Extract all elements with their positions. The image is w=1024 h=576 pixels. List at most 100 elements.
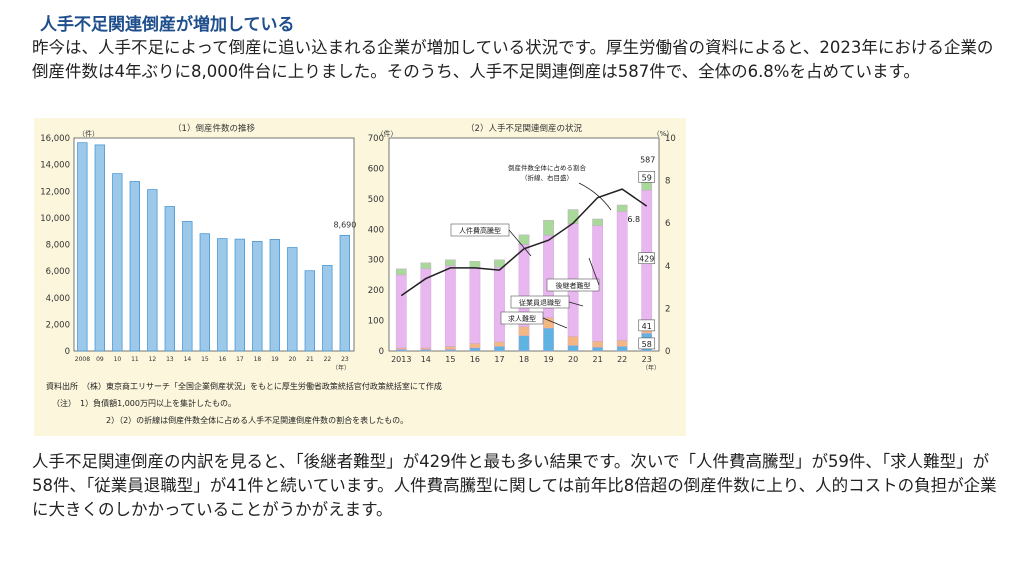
chart2-y2tick-label: 0 xyxy=(665,347,670,357)
chart2-bar-kyujin-22 xyxy=(616,346,628,352)
chart2-label-jugyoin: 41 xyxy=(642,322,652,331)
chart2-bar-kyujin-15 xyxy=(445,349,456,352)
chart2-callout-jinkenhi-arrow xyxy=(508,229,532,257)
chart2-bar-kyujin-21 xyxy=(592,347,603,352)
chart1-bar-14 xyxy=(182,221,193,352)
chart2-bar-kyujin-18 xyxy=(518,335,530,352)
chart2-bar-kyujin-20 xyxy=(567,345,579,352)
chart1-xtick-label: 22 xyxy=(324,356,332,363)
chart2-bar-kyujin-2013 xyxy=(395,349,407,352)
chart1-xtick-label: 2008 xyxy=(75,356,90,363)
chart1-bar-11 xyxy=(129,181,140,352)
chart2-label-jugyoin-box xyxy=(638,319,656,332)
chart2-xtick-label: 15 xyxy=(445,355,455,364)
chart1-bar-18 xyxy=(252,241,263,352)
chart1-xtick-label: 16 xyxy=(219,356,227,363)
chart2-xtick-label: 17 xyxy=(494,355,504,364)
chart2-bar-kyujin-16 xyxy=(469,347,481,352)
chart1-xtick-label: 19 xyxy=(271,356,279,363)
chart1-xtick-label: 17 xyxy=(236,356,244,363)
chart2-bar-kyujin-19 xyxy=(543,327,554,352)
chart2-bar-kokeisha-17 xyxy=(494,267,505,343)
chart2-y2tick-label: 6 xyxy=(665,219,670,229)
chart1-ytick-label: 4,000 xyxy=(46,294,70,304)
figure-panel: （1）倒産件数の推移 （件） 0 2,000 4,000 6,000 8,000 10,000… xyxy=(34,118,686,436)
chart2-bar-jugyoin-16 xyxy=(469,343,481,349)
chart2-label-jinkenhi-box xyxy=(638,171,656,183)
chart2-xtick-label: 19 xyxy=(543,355,553,364)
chart1-bar-17 xyxy=(234,238,245,352)
chart2-line-note-arrow xyxy=(578,182,612,211)
chart2-ytick-label: 700 xyxy=(368,134,384,144)
chart2-bar-jugyoin-22 xyxy=(616,340,628,347)
charts-svg: （1）倒産件数の推移 （件） 0 2,000 4,000 6,000 8,000 10,000… xyxy=(40,123,676,425)
chart2-xtick-label: 22 xyxy=(617,355,627,364)
chart1-bar-16 xyxy=(217,238,228,352)
chart2-xtick-label: 21 xyxy=(593,355,603,364)
chart1-unit: （件） xyxy=(78,129,99,138)
chart2-bar-jugyoin-15 xyxy=(445,346,456,350)
chart2-bar-kyujin-17 xyxy=(494,346,505,352)
chart1-ytick-label: 0 xyxy=(65,347,70,357)
chart2-bar-kokeisha-2013 xyxy=(395,274,407,349)
chart1-bar-19 xyxy=(269,239,280,352)
chart1-xtick-label: 18 xyxy=(254,356,262,363)
chart1-bar-10 xyxy=(112,173,123,352)
chart2-ytick-label: 0 xyxy=(379,347,384,357)
chart1-bar-15 xyxy=(199,233,210,352)
chart1-bar-20 xyxy=(287,247,298,352)
chart2-bar-jinkenhi-14 xyxy=(420,262,432,270)
chart2-y2tick-label: 8 xyxy=(665,177,670,187)
chart2-label-kokeisha-box xyxy=(638,252,656,265)
chart1-xtick-label: 14 xyxy=(184,356,192,363)
chart2-xtick-label: 20 xyxy=(568,355,578,364)
chart2-y2tick-label: 2 xyxy=(665,304,670,314)
chart1-bar-22 xyxy=(322,265,333,352)
chart2-xtick-label: 23 xyxy=(642,355,652,364)
chart2-bar-jugyoin-21 xyxy=(592,341,603,348)
chart1-bar-2008 xyxy=(77,142,88,352)
chart2-callout-jugyoin-arrow xyxy=(568,301,584,307)
chart2-xtick-label: 18 xyxy=(519,355,529,364)
chart2-xtick-label: 16 xyxy=(470,355,480,364)
chart2-ytick-label: 100 xyxy=(368,317,384,327)
chart2-bar-kokeisha-15 xyxy=(445,265,456,347)
chart1-bar-21 xyxy=(304,270,315,352)
summary-paragraph: 人手不足関連倒産の内訳を見ると、「後継者難型」が429件と最も多い結果です。次い… xyxy=(32,452,997,519)
chart1-xtick-label: 10 xyxy=(114,356,122,363)
chart2-ytick-label: 600 xyxy=(368,164,384,174)
chart1-annotation: 8,690 xyxy=(333,220,356,229)
chart2-unit-right: （%） xyxy=(653,130,674,138)
chart2-bar-kyujin-14 xyxy=(420,349,432,352)
chart1-xtick-label: 20 xyxy=(289,356,297,363)
chart1-ytick-label: 10,000 xyxy=(40,214,70,224)
chart1-bar-13 xyxy=(164,206,175,352)
chart2-bar-jugyoin-2013 xyxy=(395,347,407,350)
chart2-callout-kokeisha: 後継者難型 xyxy=(556,281,591,290)
chart1-xtick-label: 23 xyxy=(341,356,349,363)
chart1-ytick-label: 16,000 xyxy=(40,134,70,144)
chart2-callout-kyujin: 求人難型 xyxy=(508,314,536,323)
chart2-bar-jugyoin-17 xyxy=(494,341,505,347)
chart2-label-kokeisha: 429 xyxy=(639,255,654,264)
chart2-x-unit: （年） xyxy=(642,364,660,372)
chart2-label-kyujin: 58 xyxy=(642,340,652,349)
chart1-xtick-label: 09 xyxy=(96,356,104,363)
chart2-bar-jinkenhi-18 xyxy=(518,234,530,245)
chart1-bar-23 xyxy=(339,234,350,352)
chart2-bar-jinkenhi-22 xyxy=(616,204,628,212)
page-title: 人手不足関連倒産が増加している xyxy=(40,15,295,35)
note-source: 資料出所 （株）東京商工リサーチ「全国企業倒産状況」をもとに厚生労働省政策統括官… xyxy=(46,381,442,391)
chart2-bar-jinkenhi-15 xyxy=(445,259,456,266)
chart2-pct-label: 6.8 xyxy=(627,215,640,224)
chart1-bar-12 xyxy=(147,189,158,352)
chart2-xtick-label: 2013 xyxy=(391,355,411,364)
chart1-ytick-label: 8,000 xyxy=(46,241,70,251)
chart1-xtick-label: 15 xyxy=(201,356,209,363)
chart2-bar-jugyoin-14 xyxy=(420,347,432,350)
chart1-xtick-label: 13 xyxy=(166,356,174,363)
chart1-bar-09 xyxy=(94,144,105,352)
chart2-bar-jinkenhi-19 xyxy=(543,219,554,236)
chart2-ytick-label: 400 xyxy=(368,225,384,235)
chart2-ytick-label: 300 xyxy=(368,256,384,266)
